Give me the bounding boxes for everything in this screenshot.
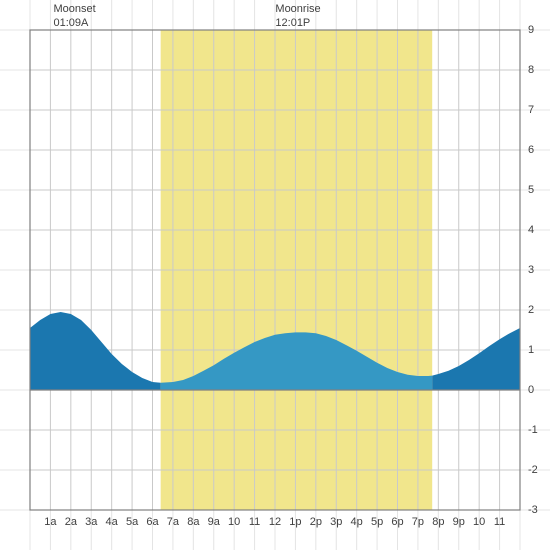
chart-canvas [0, 0, 550, 550]
tide-chart: 1a2a3a4a5a6a7a8a9a1011121p2p3p4p5p6p7p8p… [0, 0, 550, 550]
